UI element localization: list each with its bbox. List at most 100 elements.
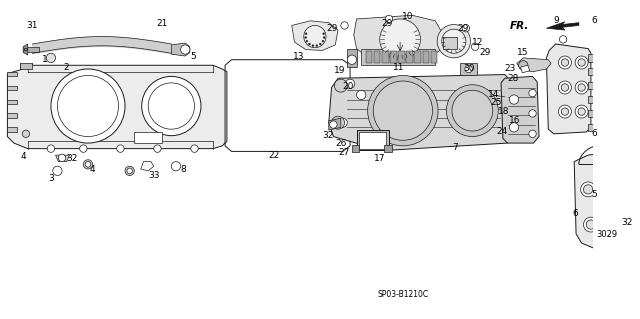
Circle shape	[578, 59, 586, 66]
Bar	[422, 51, 429, 63]
Text: 2: 2	[63, 63, 68, 72]
Text: 6: 6	[591, 16, 596, 25]
Polygon shape	[354, 15, 443, 63]
Circle shape	[518, 61, 528, 70]
Bar	[593, 230, 621, 241]
Circle shape	[452, 90, 493, 131]
Bar	[359, 132, 386, 149]
Polygon shape	[501, 76, 539, 143]
Circle shape	[578, 84, 586, 91]
Polygon shape	[141, 162, 154, 171]
Text: 15: 15	[516, 48, 528, 57]
Circle shape	[559, 81, 572, 94]
Circle shape	[373, 81, 433, 140]
Text: 7: 7	[452, 143, 458, 152]
Bar	[352, 145, 359, 152]
Circle shape	[619, 229, 628, 239]
Circle shape	[561, 84, 569, 91]
Circle shape	[575, 81, 588, 94]
Text: 32: 32	[621, 218, 633, 227]
Circle shape	[437, 25, 470, 58]
Circle shape	[172, 162, 180, 171]
Circle shape	[472, 43, 479, 50]
Circle shape	[338, 118, 348, 127]
Circle shape	[305, 33, 307, 35]
Bar	[415, 51, 421, 63]
Bar	[607, 232, 617, 239]
Circle shape	[559, 56, 572, 69]
Bar	[398, 51, 404, 63]
Circle shape	[308, 43, 310, 45]
Bar	[406, 51, 413, 63]
Polygon shape	[547, 22, 579, 30]
Circle shape	[599, 194, 614, 209]
Text: 32: 32	[67, 154, 78, 163]
Polygon shape	[547, 44, 591, 134]
Circle shape	[580, 182, 595, 197]
Circle shape	[346, 79, 355, 88]
Text: 21: 21	[156, 19, 168, 28]
Circle shape	[312, 45, 314, 47]
Text: 29: 29	[480, 48, 491, 57]
Circle shape	[559, 105, 572, 118]
Circle shape	[637, 165, 640, 176]
Text: 3029: 3029	[596, 230, 618, 239]
Circle shape	[618, 220, 627, 229]
Circle shape	[304, 26, 326, 48]
Circle shape	[529, 130, 536, 137]
Circle shape	[559, 36, 567, 43]
Polygon shape	[8, 127, 17, 132]
Text: 10: 10	[402, 12, 413, 21]
Text: 12: 12	[472, 38, 484, 47]
Text: 27: 27	[338, 148, 349, 157]
Circle shape	[323, 33, 324, 35]
Text: 23: 23	[505, 64, 516, 73]
Bar	[382, 51, 388, 63]
Circle shape	[462, 25, 470, 32]
Circle shape	[561, 108, 569, 115]
Bar	[595, 232, 604, 239]
Text: 3: 3	[48, 174, 54, 183]
Text: 5: 5	[190, 52, 196, 61]
Circle shape	[446, 85, 499, 137]
Circle shape	[341, 22, 348, 29]
Circle shape	[83, 160, 93, 169]
Polygon shape	[329, 75, 514, 151]
Circle shape	[529, 89, 536, 97]
Text: 6: 6	[572, 209, 578, 218]
Text: 29: 29	[326, 24, 337, 33]
Circle shape	[51, 69, 125, 143]
Text: 33: 33	[148, 171, 160, 180]
Polygon shape	[8, 114, 17, 118]
Circle shape	[348, 55, 356, 64]
Circle shape	[356, 90, 366, 100]
Circle shape	[529, 110, 536, 117]
Text: 31: 31	[26, 21, 37, 30]
Bar	[385, 145, 392, 152]
Text: 6: 6	[591, 129, 596, 138]
Circle shape	[615, 217, 630, 232]
Text: 18: 18	[499, 107, 510, 116]
Circle shape	[154, 145, 161, 152]
Circle shape	[322, 40, 324, 42]
Circle shape	[575, 56, 588, 69]
Circle shape	[316, 45, 317, 47]
Polygon shape	[172, 43, 190, 56]
Circle shape	[584, 185, 593, 194]
Circle shape	[509, 95, 518, 104]
Circle shape	[47, 145, 54, 152]
Circle shape	[509, 123, 518, 132]
Bar	[588, 110, 594, 117]
Bar	[390, 51, 397, 63]
Circle shape	[323, 37, 325, 39]
Polygon shape	[516, 58, 551, 72]
Text: 17: 17	[374, 154, 385, 163]
Circle shape	[330, 121, 337, 128]
Bar	[588, 82, 594, 89]
Polygon shape	[23, 44, 28, 55]
Text: 30: 30	[463, 64, 475, 73]
Circle shape	[586, 220, 595, 229]
Text: 29: 29	[458, 24, 468, 33]
Polygon shape	[574, 152, 640, 248]
Text: 22: 22	[269, 151, 280, 160]
